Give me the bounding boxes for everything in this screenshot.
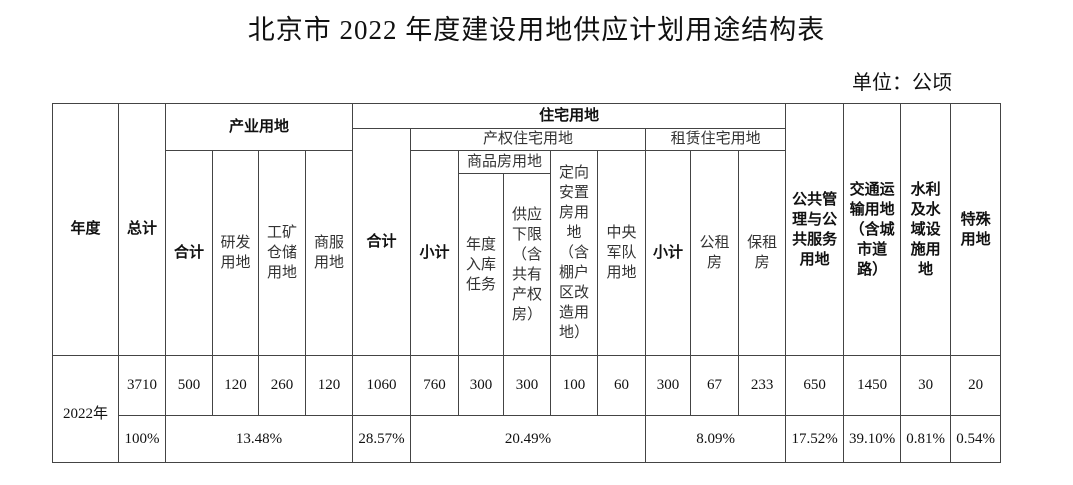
header-cell: 特殊用地	[950, 103, 1002, 356]
data-cell: 13.48%	[164, 415, 354, 463]
data-cell: 300	[503, 355, 552, 416]
header-text: 公共管理与公共服务用地	[792, 191, 838, 268]
header-text: 公租房	[699, 235, 730, 271]
header-cell: 总计	[118, 103, 166, 356]
table: 年度 总计 产业用地 住宅用地 公共管理与公共服务用地 交通运输用地（含城市道路…	[52, 103, 1002, 463]
data-cell: 20.49%	[410, 415, 647, 463]
header-text: 商服用地	[314, 235, 345, 271]
unit: 单位：公顷	[852, 72, 952, 94]
header-text: 水利及水域设施用地	[910, 181, 941, 278]
header-text: 保租房	[747, 235, 778, 271]
data-cell: 3710	[118, 355, 166, 416]
data-cell: 30	[900, 355, 952, 416]
data-cell: 1450	[843, 355, 902, 416]
data-cell: 650	[785, 355, 845, 416]
data-cell: 100	[550, 355, 599, 416]
data-cell: 300	[458, 355, 505, 416]
header-text: 研发用地	[220, 235, 251, 271]
data-cell: 300	[645, 355, 692, 416]
year-cell: 2022年	[52, 355, 119, 463]
header-cell: 合计	[352, 128, 412, 356]
header-text: 特殊用地	[960, 211, 991, 248]
header-cell: 水利及水域设施用地	[900, 103, 952, 356]
header-text: 年度入库任务	[466, 236, 497, 293]
data-cell: 120	[304, 355, 354, 416]
data-cell: 0.54%	[950, 415, 1002, 463]
data-cell: 8.09%	[645, 415, 787, 463]
header-text: 交通运输用地（含城市道路）	[849, 181, 895, 278]
data-cell: 100%	[118, 415, 166, 463]
header-text: 工矿仓储用地	[267, 225, 298, 281]
data-cell: 67	[690, 355, 740, 416]
title: 北京市 2022 年度建设用地供应计划用途结构表	[247, 15, 826, 45]
header-cell: 租赁住宅用地	[645, 128, 787, 151]
data-cell: 260	[258, 355, 306, 416]
header-cell: 公共管理与公共服务用地	[785, 103, 845, 356]
data-cell: 1060	[352, 355, 412, 416]
header-cell: 工矿仓储用地	[258, 150, 306, 356]
header-text: 供应下限（含共有产权房）	[512, 206, 543, 323]
data-cell: 120	[212, 355, 259, 416]
header-cell: 研发用地	[212, 150, 259, 356]
header-cell: 合计	[165, 150, 213, 356]
data-cell: 20	[950, 355, 1002, 416]
header-cell: 年度入库任务	[458, 173, 505, 356]
data-cell: 760	[410, 355, 460, 416]
header-cell: 供应下限（含共有产权房）	[503, 173, 552, 356]
header-cell: 小计	[645, 150, 692, 356]
header-cell: 中央军队用地	[597, 150, 647, 356]
header-cell: 年度	[52, 103, 119, 356]
header-cell: 产业用地	[164, 103, 354, 151]
header-cell: 交通运输用地（含城市道路）	[843, 103, 902, 356]
header-text: 中央军队用地	[606, 225, 637, 281]
header-cell: 商品房用地	[458, 150, 552, 174]
data-cell: 233	[738, 355, 787, 416]
data-cell: 28.57%	[352, 415, 412, 463]
data-cell: 0.81%	[900, 415, 952, 463]
header-cell: 定向安置房用地（含棚户区改造用地）	[550, 150, 599, 356]
header-cell: 小计	[410, 150, 460, 356]
header-cell: 产权住宅用地	[410, 128, 647, 151]
data-cell: 39.10%	[843, 415, 902, 463]
data-cell: 60	[597, 355, 647, 416]
data-cell: 500	[165, 355, 213, 416]
header-cell: 住宅用地	[352, 103, 787, 129]
header-cell: 公租房	[690, 150, 740, 356]
header-cell: 商服用地	[304, 150, 354, 356]
header-text: 定向安置房用地（含棚户区改造用地）	[559, 165, 590, 341]
header-cell: 保租房	[738, 150, 787, 356]
data-cell: 17.52%	[785, 415, 845, 463]
